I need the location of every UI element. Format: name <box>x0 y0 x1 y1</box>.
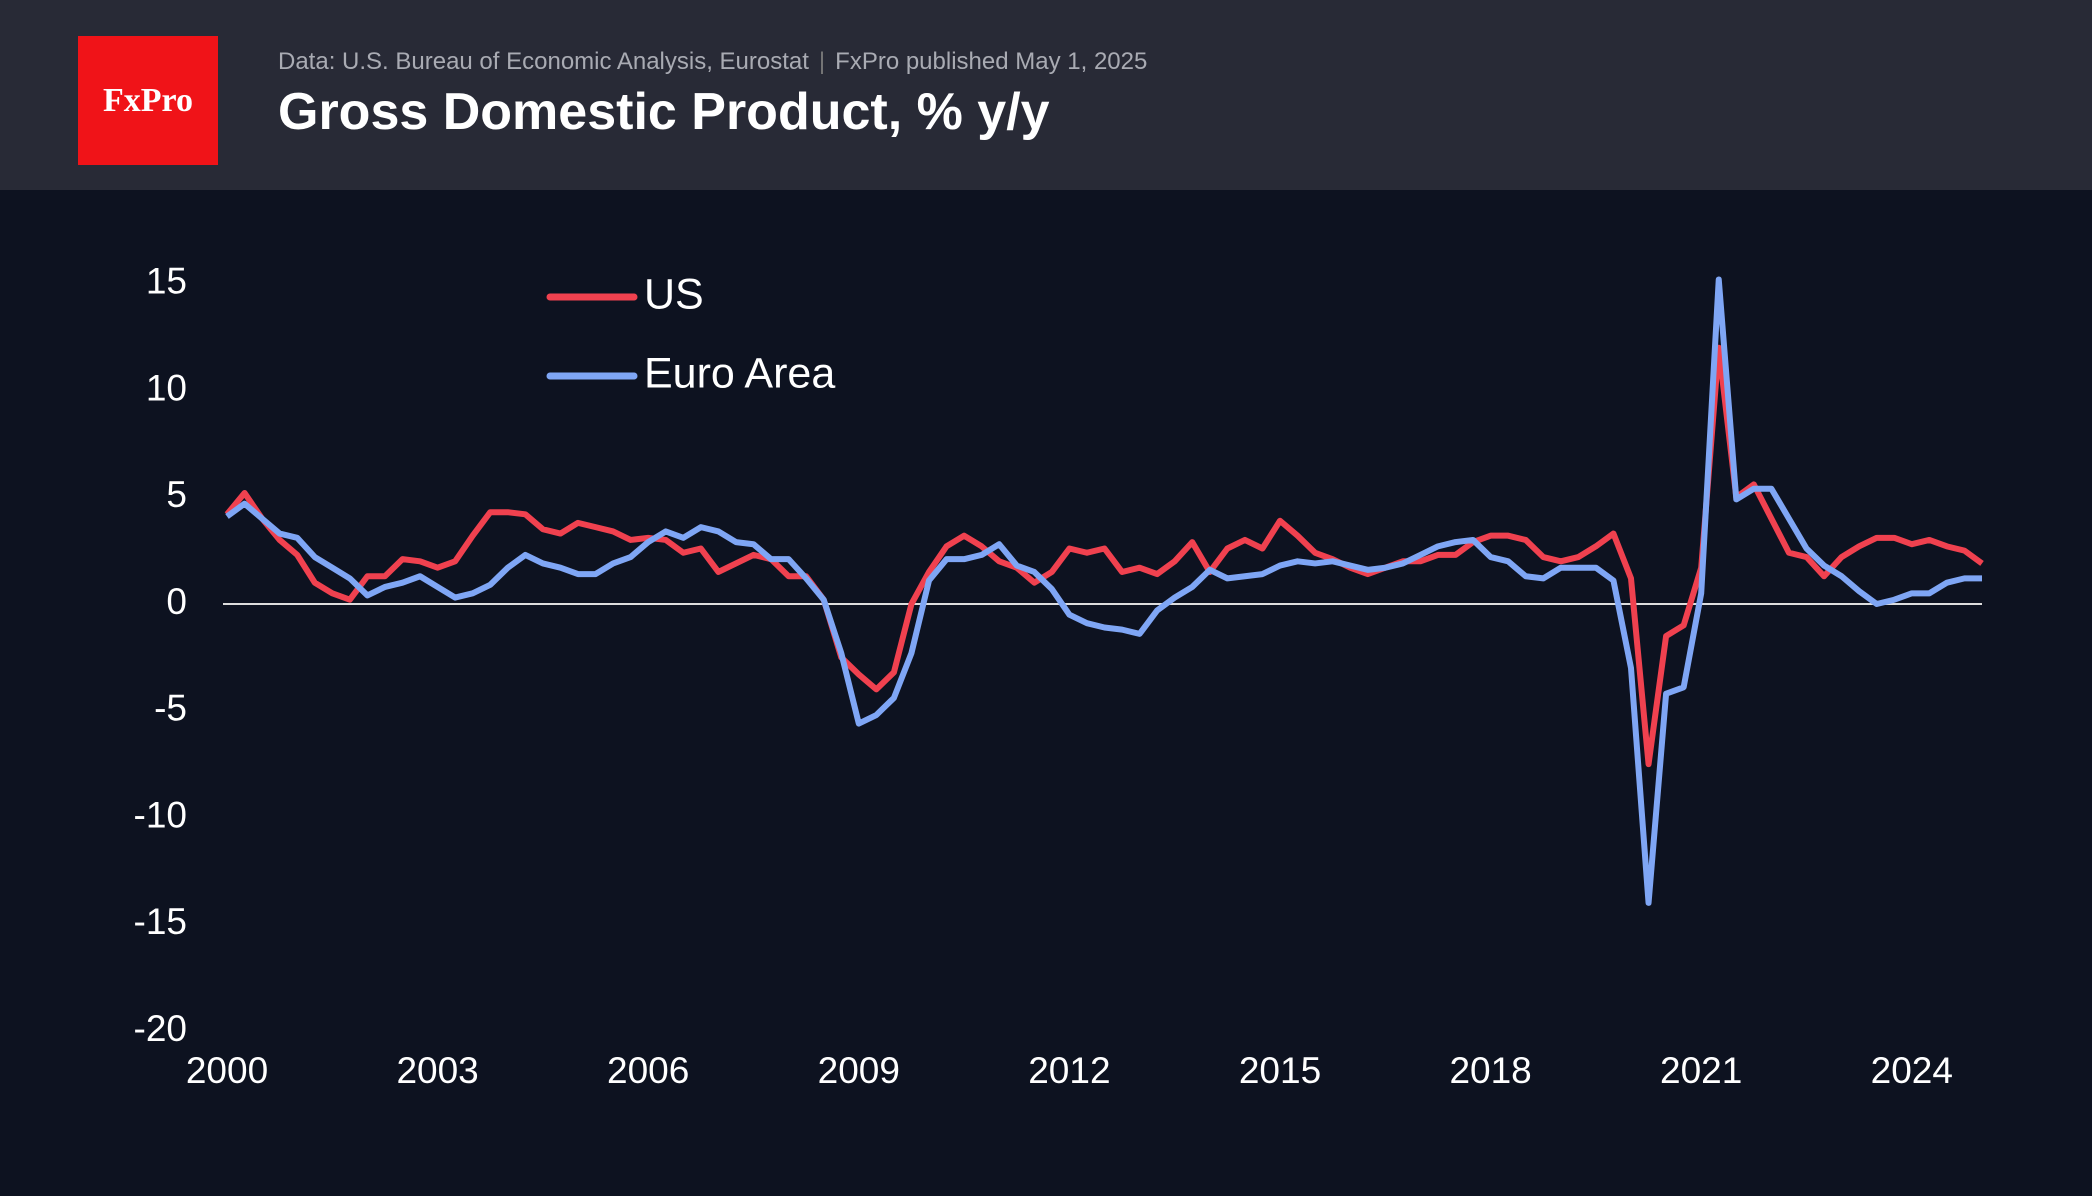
x-tick-label: 2012 <box>1028 1050 1110 1091</box>
legend-label: US <box>644 270 704 318</box>
y-tick-label: 0 <box>166 581 187 622</box>
legend-label: Euro Area <box>644 349 835 397</box>
y-tick-label: 5 <box>166 474 187 515</box>
y-tick-label: -5 <box>154 688 187 729</box>
y-tick-label: -10 <box>134 794 187 835</box>
source: Data: U.S. Bureau of Economic Analysis, … <box>278 48 809 75</box>
series-line <box>225 276 1982 906</box>
series-line <box>224 344 1984 768</box>
x-tick-label: 2015 <box>1239 1050 1321 1091</box>
x-tick-label: 2018 <box>1449 1050 1531 1091</box>
x-tick-label: 2021 <box>1660 1050 1742 1091</box>
x-tick-label: 2003 <box>396 1050 478 1091</box>
logo: FxPro <box>78 36 218 165</box>
publisher: FxPro published May 1, 2025 <box>835 48 1148 75</box>
y-tick-label: -20 <box>134 1008 187 1049</box>
y-tick-label: 15 <box>146 261 187 302</box>
y-tick-label: 10 <box>146 367 187 408</box>
header: FxPro Data: U.S. Bureau of Economic Anal… <box>0 0 2092 190</box>
chart-title: Gross Domestic Product, % y/y <box>278 83 1050 141</box>
x-tick-label: 2006 <box>607 1050 689 1091</box>
separator: | <box>818 48 826 75</box>
y-tick-label: -15 <box>134 901 187 942</box>
x-tick-label: 2000 <box>186 1050 268 1091</box>
x-tick-label: 2009 <box>818 1050 900 1091</box>
source-line: Data: U.S. Bureau of Economic Analysis, … <box>278 48 1147 76</box>
x-tick-label: 2024 <box>1871 1050 1953 1091</box>
